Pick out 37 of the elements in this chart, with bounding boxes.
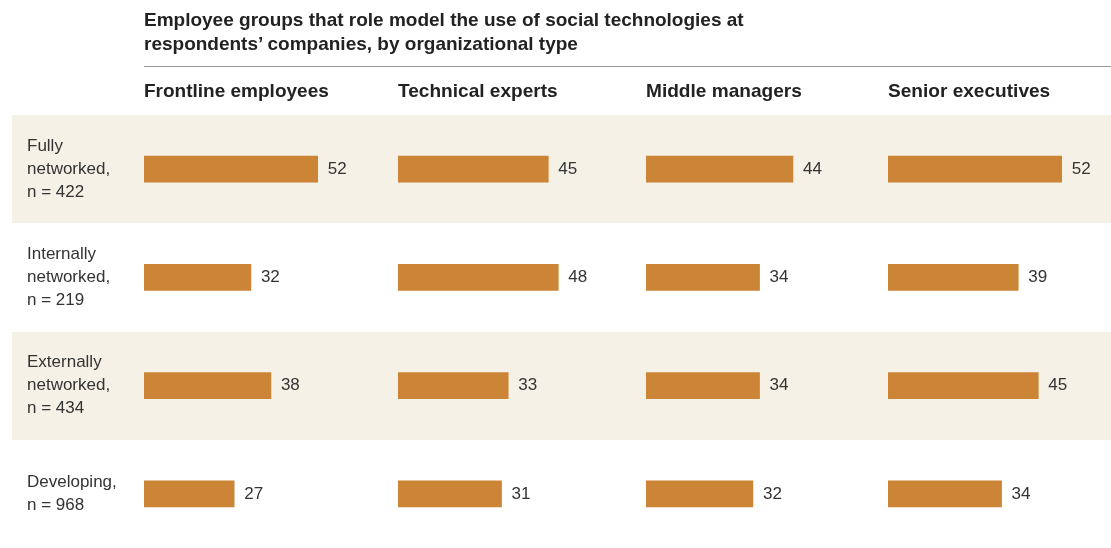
data-label: 45 <box>1048 375 1068 395</box>
bar <box>888 155 1062 183</box>
bar <box>888 372 1039 399</box>
data-label: 52 <box>1071 158 1091 178</box>
data-label: 34 <box>769 267 789 287</box>
bar <box>398 372 509 399</box>
data-label: 34 <box>1011 483 1031 503</box>
bar <box>144 264 252 291</box>
data-label: 52 <box>327 158 347 178</box>
bar <box>144 155 319 183</box>
chart-title: Technical experts <box>398 80 558 102</box>
bar <box>888 480 1002 508</box>
data-label: 48 <box>568 267 588 287</box>
data-label: 38 <box>280 375 300 395</box>
chart-title: Middle managers <box>646 80 802 102</box>
data-label: 32 <box>260 267 280 287</box>
data-label: 33 <box>518 375 538 395</box>
data-label: 34 <box>769 375 789 395</box>
y-tick-label: Internally networked, n = 219 <box>27 244 111 310</box>
y-tick-label: Developing, n = 968 <box>27 472 117 515</box>
data-label: 39 <box>1028 267 1048 287</box>
data-label: 45 <box>558 158 578 178</box>
data-label: 31 <box>511 483 531 503</box>
data-label: 27 <box>244 483 264 503</box>
data-label: 44 <box>802 158 822 178</box>
bar <box>398 264 559 291</box>
chart-title: Senior executives <box>888 80 1051 102</box>
bar <box>398 480 502 508</box>
text: Employee groups that role model the use of social technologies at respondents’ companies, by organizational type <box>144 8 745 56</box>
bar <box>888 264 1019 291</box>
chart-title: Frontline employees <box>144 80 329 102</box>
data-label: 32 <box>762 483 782 503</box>
bar <box>398 155 549 183</box>
y-tick-label: Externally networked, n = 434 <box>27 352 111 418</box>
bar <box>144 480 235 508</box>
bar <box>144 372 272 399</box>
y-tick-label: Fully networked, n = 422 <box>27 135 111 201</box>
